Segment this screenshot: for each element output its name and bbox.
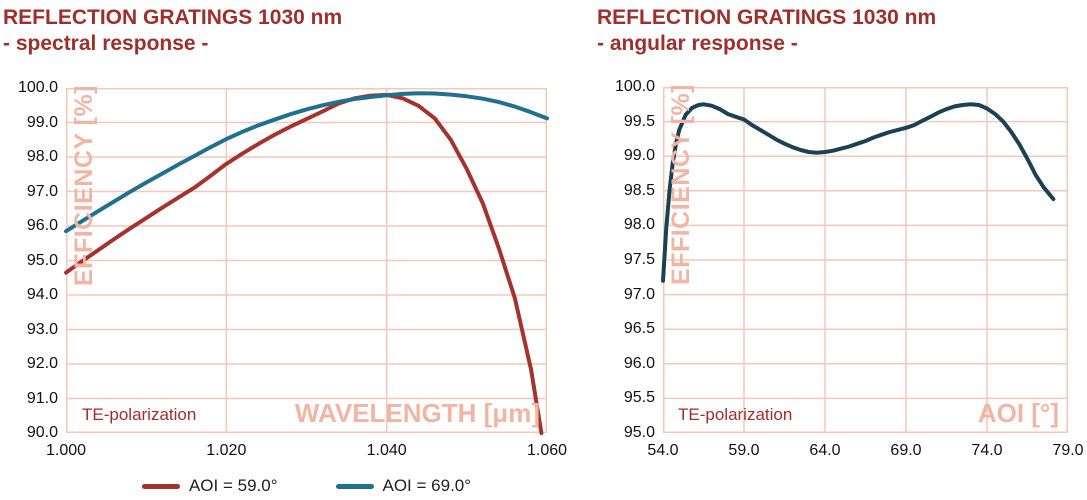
x-tick-label: 1.040 (366, 442, 407, 459)
x-tick-label: 59.0 (728, 442, 760, 459)
x-tick-label: 1.000 (45, 442, 87, 459)
y-tick-label: 100.0 (614, 78, 655, 95)
legend-label: AOI = 59.0° (188, 476, 278, 495)
angular-plot-area (661, 87, 1068, 433)
spectral-plot-svg (64, 88, 549, 435)
chart-title: REFLECTION GRATINGS 1030 nm (3, 6, 343, 29)
y-tick-label: 94.0 (26, 286, 58, 303)
spectral-title-block: REFLECTION GRATINGS 1030 nm - spectral r… (3, 5, 342, 57)
y-tick-label: 99.5 (623, 112, 655, 130)
y-tick-label: 99.0 (26, 113, 58, 131)
series-line-0 (661, 102, 1056, 283)
y-tick-label: 100.0 (17, 79, 58, 96)
y-tick-label: 92.0 (26, 355, 58, 372)
y-tick-label: 96.5 (623, 320, 655, 338)
y-axis-label: EFFICIENCY [%] (667, 84, 695, 285)
plot-border (66, 88, 547, 433)
y-tick-label: 97.0 (623, 285, 655, 303)
y-axis-label: EFFICIENCY [%] (70, 85, 98, 286)
y-tick-label: 95.5 (623, 389, 655, 407)
y-tick-label: 91.0 (26, 389, 58, 407)
y-tick-label: 97.5 (623, 251, 655, 268)
y-tick-label: 98.0 (623, 216, 655, 234)
x-axis-label: WAVELENGTH [μm] (294, 398, 540, 428)
y-tick-label: 90.0 (26, 424, 58, 441)
polarization-annotation: TE-polarization (82, 405, 197, 424)
spectral-plot-area (64, 88, 549, 435)
series-line-1 (64, 91, 549, 234)
series-line-0 (64, 92, 544, 435)
y-tick-label: 97.0 (26, 182, 58, 200)
y-tick-label: 95.0 (623, 424, 655, 441)
chart-subtitle: - spectral response - (3, 32, 209, 55)
legend-item-aoi-59: AOI = 59.0° (141, 476, 278, 496)
x-tick-label: 1.020 (206, 442, 247, 459)
x-tick-label: 1.060 (526, 442, 568, 459)
legend-swatch-teal-line (335, 483, 374, 489)
angular-plot-svg (661, 87, 1068, 433)
x-tick-label: 69.0 (890, 442, 922, 459)
legend-item-aoi-69: AOI = 69.0° (335, 476, 472, 496)
y-tick-label: 99.0 (623, 147, 655, 165)
y-tick-label: 98.5 (623, 181, 655, 199)
y-tick-label: 98.0 (26, 148, 58, 165)
chart-title: REFLECTION GRATINGS 1030 nm (597, 6, 937, 29)
legend-swatch-red-line (141, 483, 180, 489)
legend: AOI = 59.0° AOI = 69.0° (66, 476, 547, 496)
y-tick-label: 96.0 (623, 354, 655, 372)
legend-label: AOI = 69.0° (382, 476, 472, 495)
x-tick-label: 74.0 (971, 442, 1003, 459)
x-axis-label: AOI [°] (977, 398, 1059, 428)
angular-title-block: REFLECTION GRATINGS 1030 nm - angular re… (597, 5, 936, 57)
x-tick-label: 79.0 (1052, 442, 1084, 459)
y-tick-label: 93.0 (26, 320, 58, 338)
x-tick-label: 54.0 (647, 442, 679, 459)
chart-subtitle: - angular response - (597, 32, 798, 55)
y-tick-label: 96.0 (26, 217, 58, 234)
y-tick-label: 95.0 (26, 251, 58, 269)
x-tick-label: 64.0 (809, 442, 841, 459)
polarization-annotation: TE-polarization (678, 405, 793, 424)
